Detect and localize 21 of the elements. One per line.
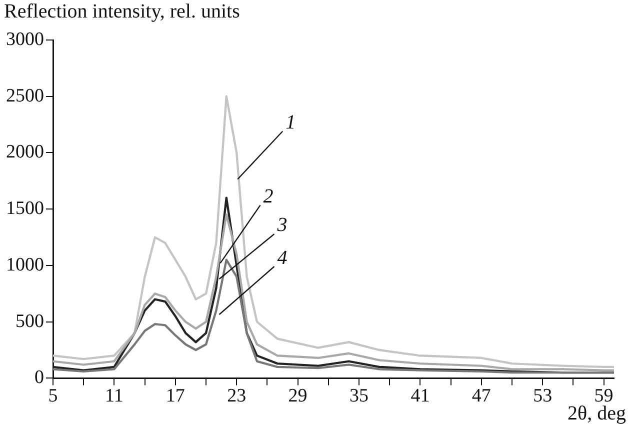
y-tick-label: 500 bbox=[16, 310, 44, 332]
x-tick-label: 53 bbox=[533, 386, 552, 407]
annotation: 4 bbox=[277, 246, 288, 269]
annotation: 3 bbox=[276, 214, 288, 236]
y-tick-label: 2500 bbox=[6, 85, 44, 106]
x-tick-label: 23 bbox=[227, 386, 246, 407]
x-tick-label: 41 bbox=[410, 386, 430, 407]
y-tick-label: 2000 bbox=[6, 142, 44, 163]
x-tick-label: 29 bbox=[288, 386, 308, 407]
y-tick-label: 3000 bbox=[6, 28, 44, 50]
x-tick-label: 11 bbox=[105, 386, 124, 407]
y-tick-label: 1000 bbox=[6, 254, 44, 276]
y-axis-title: Reflection intensity, rel. units bbox=[4, 0, 240, 22]
annotation: 1 bbox=[286, 111, 296, 134]
x-tick-label: 17 bbox=[166, 386, 185, 407]
y-tick-label: 1500 bbox=[6, 198, 44, 220]
x-tick-label: 5 bbox=[48, 386, 58, 407]
x-tick-label: 47 bbox=[472, 386, 491, 407]
x-tick-label: 35 bbox=[350, 386, 368, 407]
annotation: 2 bbox=[263, 185, 274, 208]
y-tick-label: 0 bbox=[34, 367, 44, 388]
